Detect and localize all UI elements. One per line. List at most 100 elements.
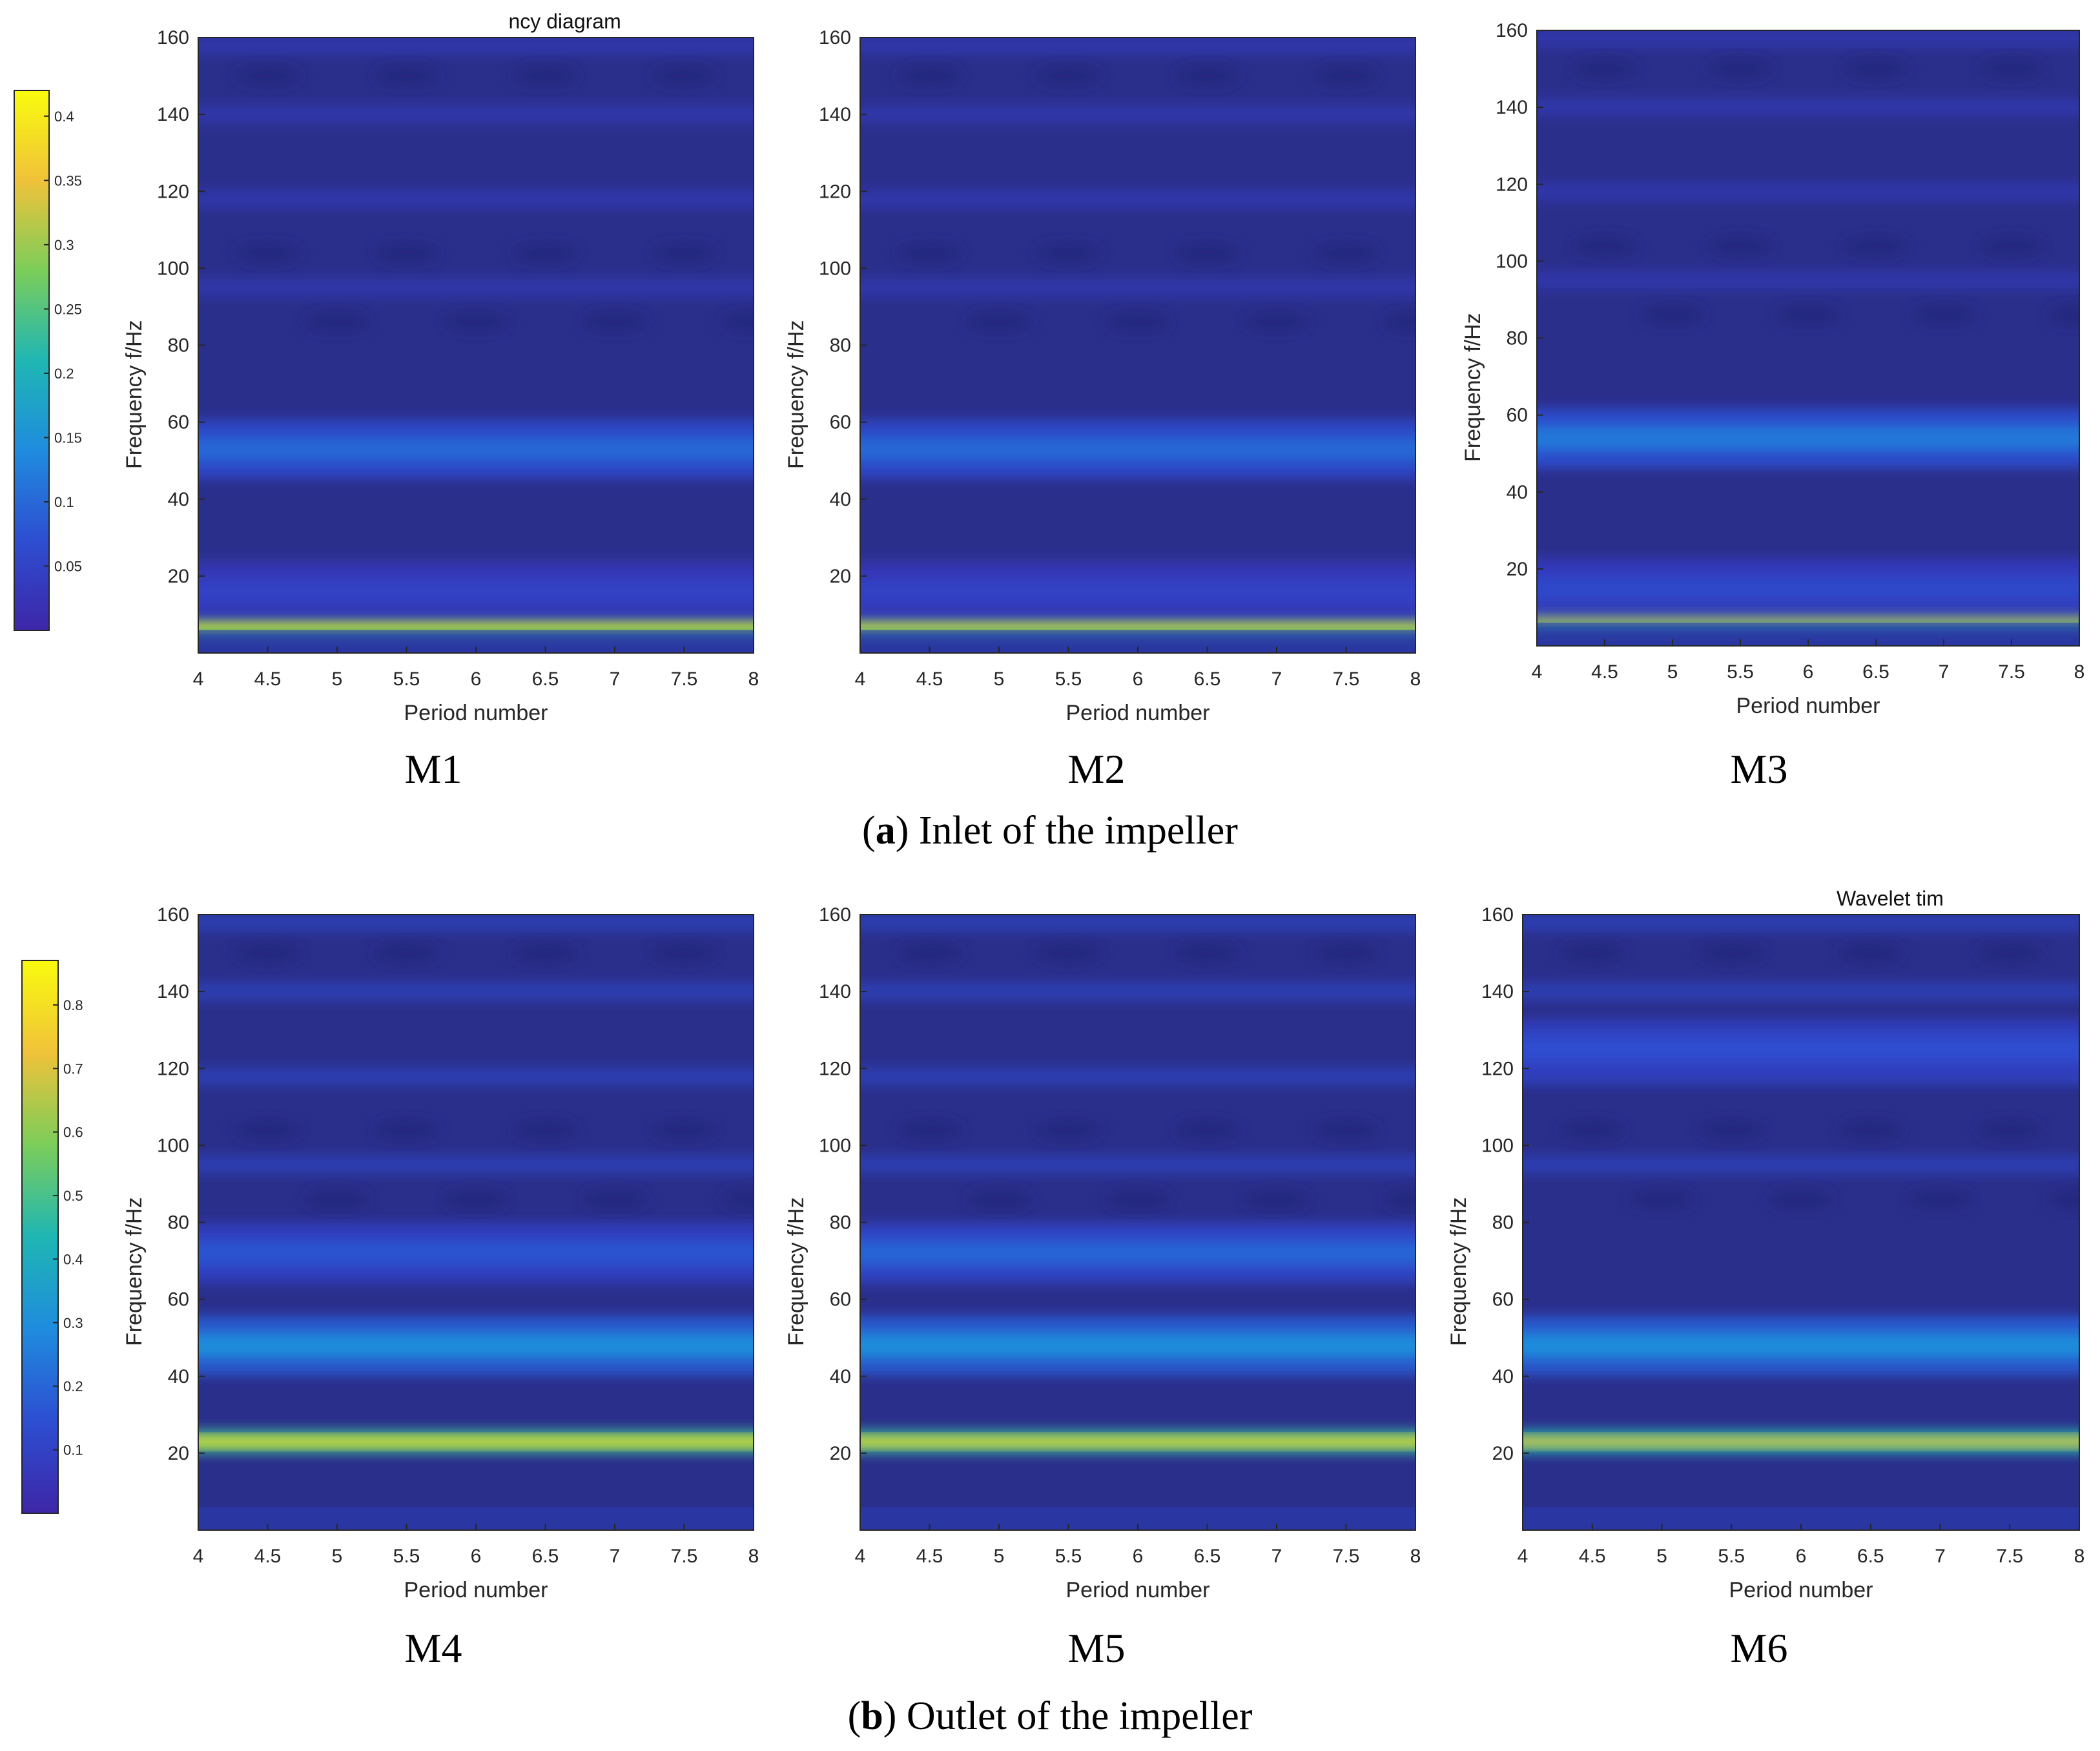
heatmap-dark-spot — [234, 242, 302, 264]
x-tick-label: 4 — [1518, 1546, 1529, 1567]
x-tick-label: 6 — [471, 668, 482, 690]
heatmap-dark-spot — [1104, 311, 1171, 333]
y-tick-label: 20 — [1492, 1443, 1514, 1464]
heatmap-band-48hz — [198, 1332, 754, 1358]
heatmap-dark-spot — [442, 311, 510, 333]
caption-b: (b) Outlet of the impeller — [848, 1694, 1253, 1738]
heatmap-texture-band — [860, 982, 1415, 1001]
heatmap-background — [1523, 915, 2079, 1530]
heatmap-dark-spot — [581, 311, 648, 333]
heatmap-dark-spot — [896, 1119, 963, 1141]
x-tick-label: 7.5 — [671, 1546, 698, 1567]
y-tick-label: 20 — [830, 566, 851, 587]
panel-title: Wavelet tim — [1837, 887, 1944, 910]
x-tick-label: 6.5 — [1862, 661, 1889, 683]
heatmap-background — [198, 37, 754, 653]
heatmap-texture-band — [860, 915, 1415, 931]
x-tick-label: 5.5 — [393, 1546, 420, 1567]
colorbar-tick-label: 0.1 — [54, 494, 74, 510]
y-tick-label: 140 — [1496, 97, 1528, 118]
x-tick-label: 7.5 — [1996, 1546, 2023, 1567]
heatmap-dark-spot — [1698, 1119, 1765, 1141]
y-axis-label: Frequency f/Hz — [1461, 313, 1485, 462]
x-tick-label: 7.5 — [1333, 668, 1360, 690]
heatmap-dark-spot — [896, 65, 963, 87]
x-tick-label: 7.5 — [1998, 661, 2025, 683]
x-axis-label: Period number — [1065, 701, 1210, 725]
heatmap-dark-spot — [1312, 1119, 1380, 1141]
y-tick-label: 80 — [830, 335, 851, 357]
heatmap-dark-spot — [720, 311, 754, 333]
y-tick-label: 80 — [1492, 1212, 1514, 1234]
heatmap-band-15hz — [1537, 575, 2079, 601]
x-tick-label: 4.5 — [1579, 1546, 1606, 1567]
panel-title: ncy diagram — [508, 10, 621, 33]
x-tick-label: 4.5 — [916, 1546, 943, 1567]
heatmap-dark-spot — [1639, 304, 1706, 326]
heatmap-area — [198, 37, 754, 653]
colorbar-tick-label: 0.2 — [63, 1378, 83, 1394]
heatmap-texture-band — [860, 1067, 1415, 1086]
y-axis-label: Frequency f/Hz — [784, 1197, 808, 1346]
x-axis-label: Period number — [1736, 694, 1880, 718]
y-tick-label: 120 — [819, 181, 851, 202]
colorbar-tick-label: 0.4 — [54, 109, 74, 125]
x-tick-label: 5.5 — [393, 668, 420, 690]
heatmap-texture-band — [198, 915, 754, 931]
y-tick-label: 140 — [157, 104, 189, 125]
x-tick-label: 4 — [855, 668, 866, 690]
x-tick-label: 8 — [1410, 1546, 1421, 1567]
heatmap-band-72hz — [198, 1240, 754, 1266]
y-tick-label: 20 — [830, 1443, 851, 1464]
heatmap-dark-spot — [511, 942, 579, 964]
y-tick-label: 160 — [819, 27, 851, 48]
x-tick-label: 6.5 — [532, 1546, 559, 1567]
heatmap-area — [860, 37, 1415, 653]
heatmap-texture-band — [860, 1155, 1415, 1174]
heatmap-band-53hz — [198, 437, 754, 462]
y-tick-label: 60 — [168, 412, 189, 433]
y-tick-label: 160 — [157, 27, 189, 48]
x-tick-label: 4 — [855, 1546, 866, 1567]
y-tick-label: 160 — [819, 904, 851, 926]
heatmap-dark-spot — [304, 311, 371, 333]
heatmap-background — [198, 915, 754, 1530]
heatmap-dark-spot — [1767, 1188, 1835, 1210]
heatmap-dark-spot — [234, 942, 302, 964]
heatmap-dark-spot — [1104, 1188, 1171, 1210]
colorbar-b: 0.8 0.7 0.6 0.5 0.4 0.3 0.2 0.1 — [21, 960, 83, 1514]
y-tick-label: 100 — [1481, 1135, 1514, 1156]
heatmap-dark-spot — [373, 1119, 440, 1141]
heatmap-band-48hz — [1523, 1332, 2079, 1358]
heatmap-area — [1537, 30, 2079, 646]
colorbar-tick-label: 0.8 — [63, 997, 83, 1013]
heatmap-area — [1523, 915, 2079, 1530]
heatmap-dark-spot — [1312, 242, 1380, 264]
heatmap-dark-spot — [1775, 304, 1842, 326]
heatmap-dark-spot — [442, 1188, 510, 1210]
heatmap-texture-band — [1537, 183, 2079, 202]
x-tick-label: 4 — [1532, 661, 1543, 683]
heatmap-dark-spot — [1173, 242, 1241, 264]
heatmap-dark-spot — [1558, 942, 1626, 964]
heatmap-dark-spot — [896, 942, 963, 964]
y-tick-label: 60 — [830, 412, 851, 433]
heatmap-dark-spot — [1312, 65, 1380, 87]
colorbar-tick-label: 0.15 — [54, 430, 82, 446]
y-tick-label: 60 — [1507, 405, 1528, 426]
y-tick-label: 60 — [168, 1289, 189, 1311]
heatmap-dark-spot — [234, 1119, 302, 1141]
panel-name: M5 — [1068, 1625, 1126, 1671]
colorbar-tick-label: 0.6 — [63, 1124, 83, 1141]
heatmap-texture-band — [860, 190, 1415, 209]
y-tick-label: 40 — [1492, 1366, 1514, 1387]
x-tick-label: 5 — [1667, 661, 1678, 683]
heatmap-dark-spot — [1558, 1119, 1626, 1141]
y-axis-label: Frequency f/Hz — [122, 1197, 147, 1346]
x-tick-label: 4.5 — [254, 1546, 282, 1567]
x-tick-label: 5 — [994, 668, 1005, 690]
heatmap-texture-band — [198, 1067, 754, 1086]
heatmap-dark-spot — [1312, 942, 1380, 964]
x-axis-label: Period number — [1729, 1578, 1873, 1602]
